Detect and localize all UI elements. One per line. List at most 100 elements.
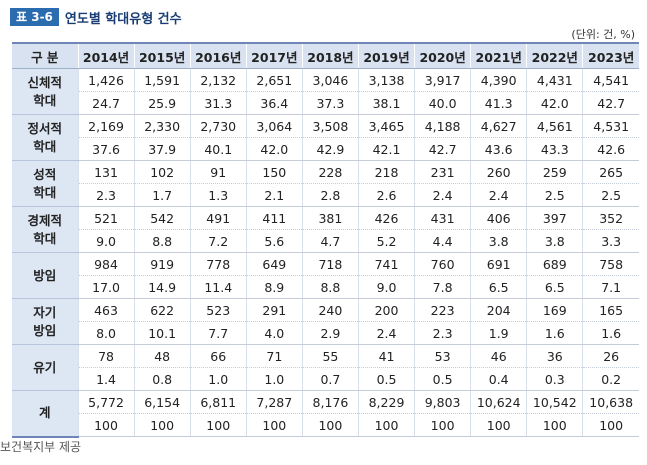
- count-cell: 523: [189, 298, 247, 322]
- table-row-count: 계 5,772 6,154 6,811 7,287 8,176 8,229 9,803 10,6…: [12, 390, 639, 438]
- percent-cell: 5.6: [245, 229, 303, 253]
- count-cell: 4,531: [582, 114, 639, 138]
- percent-cell: 6.5: [470, 275, 527, 299]
- count-cell: 352: [582, 206, 639, 230]
- percent-cell: 7.2: [189, 229, 247, 253]
- percent-cell: 4.4: [414, 229, 471, 253]
- count-cell: 9,803: [414, 390, 471, 414]
- percent-cell: 42.6: [582, 137, 639, 161]
- count-cell: 260: [470, 160, 527, 184]
- count-cell: 521: [77, 206, 135, 230]
- percent-cell: 2.1: [245, 183, 303, 207]
- count-cell: 2,132: [189, 68, 247, 92]
- percent-cell: 0.8: [133, 367, 191, 391]
- abuse-type-table: 구 분 2014년 2015년 2016년 2017년 2018년 2019년 2020년 2…: [12, 42, 639, 438]
- count-cell: 463: [77, 298, 135, 322]
- count-cell: 760: [414, 252, 471, 276]
- count-cell: 6,154: [133, 390, 191, 414]
- percent-cell: 40.0: [414, 91, 471, 115]
- count-cell: 26: [582, 344, 639, 368]
- count-cell: 4,390: [470, 68, 527, 92]
- percent-cell: 42.0: [526, 91, 583, 115]
- year-header: 2021년: [470, 42, 527, 69]
- percent-cell: 100: [357, 413, 415, 437]
- count-cell: 223: [414, 298, 471, 322]
- percent-cell: 1.6: [582, 321, 639, 345]
- count-cell: 66: [189, 344, 247, 368]
- percent-cell: 11.4: [189, 275, 247, 299]
- table-body: 신체적 학대 1,426 1,591 2,132 2,651 3,046 3,138 3,91…: [12, 68, 639, 438]
- count-cell: 259: [526, 160, 583, 184]
- count-cell: 649: [245, 252, 303, 276]
- percent-cell: 8.9: [245, 275, 303, 299]
- count-cell: 3,064: [245, 114, 303, 138]
- count-cell: 431: [414, 206, 471, 230]
- count-cell: 4,561: [526, 114, 583, 138]
- count-cell: 46: [470, 344, 527, 368]
- table-row-percent: 100 100 100 100 100 100 100 100 100 100: [12, 413, 639, 437]
- percent-cell: 42.7: [414, 137, 471, 161]
- percent-cell: 2.5: [582, 183, 639, 207]
- count-cell: 5,772: [77, 390, 135, 414]
- year-header: 2020년: [414, 42, 471, 69]
- count-cell: 150: [245, 160, 303, 184]
- row-label: 성적 학대: [12, 160, 78, 207]
- table-number-tag: 표 3-6: [10, 8, 59, 26]
- count-cell: 984: [77, 252, 135, 276]
- percent-cell: 1.7: [133, 183, 191, 207]
- count-cell: 406: [470, 206, 527, 230]
- count-cell: 6,811: [189, 390, 247, 414]
- count-cell: 622: [133, 298, 191, 322]
- percent-cell: 41.3: [470, 91, 527, 115]
- percent-cell: 2.6: [357, 183, 415, 207]
- table-row-count: 경제적 학대 521 542 491 411 381 426 431 406 397 352: [12, 206, 639, 253]
- percent-cell: 10.1: [133, 321, 191, 345]
- percent-cell: 4.7: [301, 229, 359, 253]
- count-cell: 542: [133, 206, 191, 230]
- table-row-percent: 37.6 37.9 40.1 42.0 42.9 42.1 42.7 43.6 43.3 42.6: [12, 137, 639, 161]
- count-cell: 919: [133, 252, 191, 276]
- percent-cell: 0.3: [526, 367, 583, 391]
- percent-cell: 24.7: [77, 91, 135, 115]
- percent-cell: 9.0: [77, 229, 135, 253]
- table-row-count: 유기 78 48 66 71 55 41 53 46 36 26: [12, 344, 639, 391]
- count-cell: 2,169: [77, 114, 135, 138]
- count-cell: 778: [189, 252, 247, 276]
- count-cell: 71: [245, 344, 303, 368]
- year-header: 2015년: [133, 42, 191, 69]
- count-cell: 200: [357, 298, 415, 322]
- count-cell: 91: [189, 160, 247, 184]
- count-cell: 3,508: [301, 114, 359, 138]
- percent-cell: 2.8: [301, 183, 359, 207]
- year-header: 2014년: [77, 42, 135, 69]
- percent-cell: 9.0: [357, 275, 415, 299]
- table-row-percent: 24.7 25.9 31.3 36.4 37.3 38.1 40.0 41.3 42.0 42.7: [12, 91, 639, 115]
- count-cell: 426: [357, 206, 415, 230]
- percent-cell: 4.0: [245, 321, 303, 345]
- count-cell: 78: [77, 344, 135, 368]
- row-label: 신체적 학대: [12, 68, 78, 115]
- table-row-percent: 8.0 10.1 7.7 4.0 2.9 2.4 2.3 1.9 1.6 1.6: [12, 321, 639, 345]
- percent-cell: 2.4: [414, 183, 471, 207]
- count-cell: 741: [357, 252, 415, 276]
- count-cell: 231: [414, 160, 471, 184]
- count-cell: 291: [245, 298, 303, 322]
- count-cell: 1,426: [77, 68, 135, 92]
- row-label: 계: [12, 390, 78, 438]
- percent-cell: 3.8: [470, 229, 527, 253]
- year-header: 2017년: [245, 42, 303, 69]
- table-row-count: 방임 984 919 778 649 718 741 760 691 689 758: [12, 252, 639, 299]
- count-cell: 491: [189, 206, 247, 230]
- percent-cell: 1.0: [245, 367, 303, 391]
- percent-cell: 7.1: [582, 275, 639, 299]
- count-cell: 218: [357, 160, 415, 184]
- corner-header: 구 분: [12, 42, 78, 69]
- percent-cell: 5.2: [357, 229, 415, 253]
- year-header: 2019년: [357, 42, 415, 69]
- percent-cell: 100: [133, 413, 191, 437]
- table-row-percent: 9.0 8.8 7.2 5.6 4.7 5.2 4.4 3.8 3.8 3.3: [12, 229, 639, 253]
- percent-cell: 42.7: [582, 91, 639, 115]
- count-cell: 4,627: [470, 114, 527, 138]
- row-label: 정서적 학대: [12, 114, 78, 161]
- percent-cell: 1.0: [189, 367, 247, 391]
